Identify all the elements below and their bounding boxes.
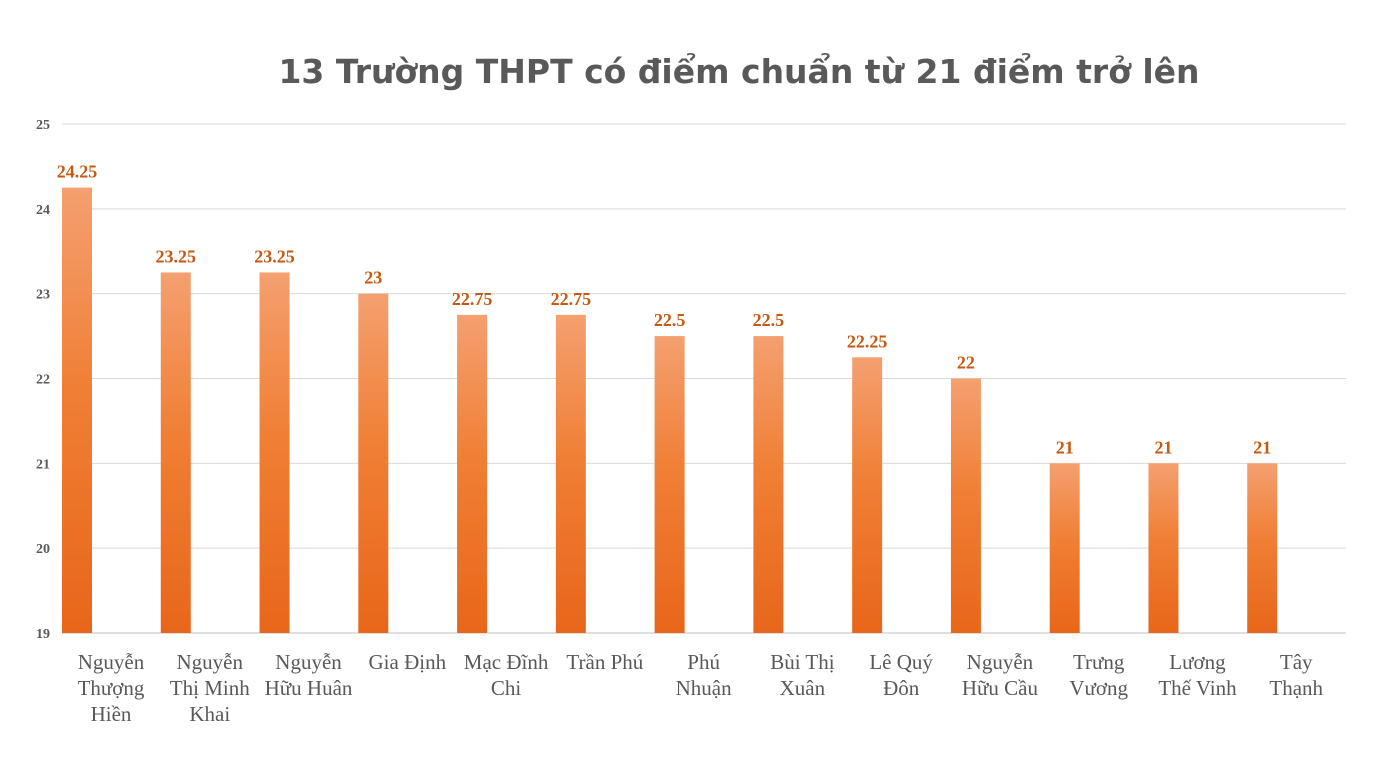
x-tick-label: Hữu Huân	[265, 676, 353, 700]
bar	[852, 357, 883, 633]
y-tick-label: 23	[36, 288, 50, 303]
data-label: 24.25	[57, 162, 98, 182]
y-tick-label: 20	[36, 542, 50, 557]
data-label: 22.75	[551, 289, 592, 309]
bar	[358, 293, 389, 633]
data-label: 22	[957, 353, 975, 373]
x-tick-label: Xuân	[780, 676, 826, 700]
x-tick-label: Nguyễn	[177, 650, 244, 674]
bar	[259, 272, 290, 633]
x-tick-label: Vương	[1069, 676, 1128, 700]
data-label: 23.25	[156, 246, 197, 266]
x-tick-label: Chi	[491, 676, 522, 700]
data-label: 21	[1056, 437, 1074, 457]
data-label: 22.25	[847, 331, 888, 351]
y-axis: 19 20 21 22 23 24 25	[36, 118, 50, 642]
x-tick-label: Trần Phú	[566, 650, 643, 674]
y-tick-label: 25	[36, 118, 50, 133]
x-tick-label: Hữu Cầu	[962, 676, 1039, 700]
x-tick-label: Tây	[1280, 650, 1313, 674]
bar	[62, 187, 92, 633]
y-tick-label: 19	[36, 627, 50, 642]
bar	[753, 336, 784, 633]
x-tick-label: Thị Minh	[170, 676, 250, 700]
x-tick-label: Hiền	[91, 702, 132, 726]
x-tick-label: Nguyễn	[275, 650, 342, 674]
bars	[62, 187, 1278, 633]
data-label: 22.75	[452, 289, 493, 309]
x-tick-label: Thạnh	[1269, 676, 1323, 700]
bar	[654, 336, 685, 633]
x-tick-label: Đôn	[883, 676, 920, 700]
data-label: 23	[364, 268, 382, 288]
x-tick-label: Gia Định	[369, 650, 447, 674]
bar	[1049, 463, 1080, 633]
data-label: 23.25	[254, 246, 295, 266]
chart-title: 13 Trường THPT có điểm chuẩn từ 21 điểm …	[278, 52, 1200, 91]
x-tick-label: Thế Vinh	[1158, 676, 1237, 700]
data-label: 22.5	[654, 310, 686, 330]
x-tick-label: Bùi Thị	[770, 650, 835, 674]
x-tick-label: Lê Quý	[869, 650, 933, 674]
x-tick-label: Thượng	[78, 676, 145, 700]
bar	[457, 314, 488, 633]
x-tick-label: Mạc Đĩnh	[464, 650, 549, 674]
x-tick-label: Nhuận	[676, 676, 732, 700]
x-tick-label: Lương	[1169, 650, 1226, 674]
bar	[160, 272, 191, 633]
x-tick-label: Trưng	[1073, 650, 1125, 674]
y-tick-label: 21	[36, 457, 50, 472]
bar	[555, 314, 586, 633]
data-labels: 24.25 23.25 23.25 23 22.75 22.75 22.5 22.5 22.25…	[57, 162, 1271, 458]
x-tick-label: Phú	[687, 650, 720, 674]
bar	[1247, 463, 1278, 633]
y-tick-label: 24	[36, 203, 50, 218]
x-tick-label: Nguyễn	[78, 650, 145, 674]
data-label: 21	[1154, 437, 1172, 457]
data-label: 21	[1253, 437, 1271, 457]
bar	[950, 378, 981, 633]
x-tick-label: Khai	[189, 702, 230, 726]
y-tick-label: 22	[36, 373, 50, 388]
data-label: 22.5	[753, 310, 785, 330]
x-tick-label: Nguyễn	[967, 650, 1034, 674]
bar	[1148, 463, 1179, 633]
